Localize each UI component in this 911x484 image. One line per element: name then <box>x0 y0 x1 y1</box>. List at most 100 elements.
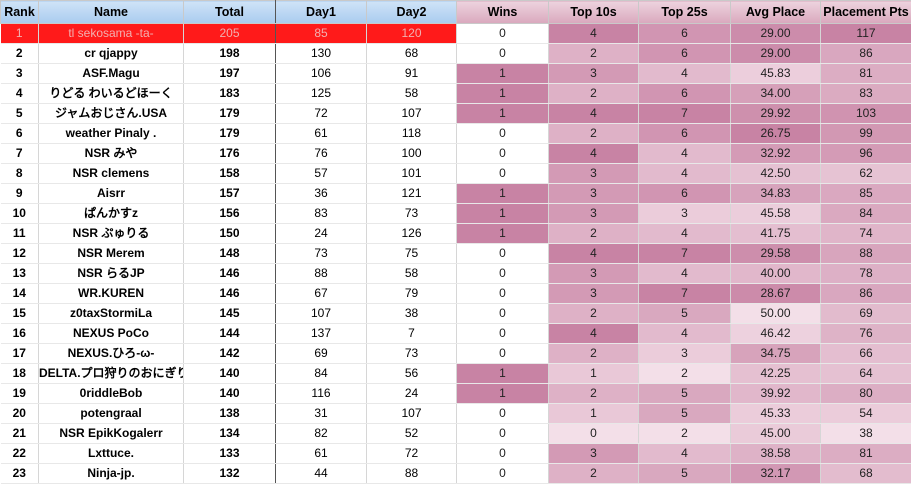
wins-cell: 1 <box>457 84 549 104</box>
avg-place-cell: 45.83 <box>731 64 821 84</box>
placement-pts-cell: 54 <box>821 404 911 424</box>
day2-cell: 126 <box>367 224 457 244</box>
day1-cell: 57 <box>276 164 367 184</box>
top10s-cell: 4 <box>549 104 639 124</box>
avg-place-cell: 45.33 <box>731 404 821 424</box>
placement-pts-cell: 117 <box>821 24 911 44</box>
rank-cell: 2 <box>1 44 39 64</box>
player-name-cell: ASF.Magu <box>39 64 184 84</box>
wins-cell: 0 <box>457 244 549 264</box>
placement-pts-cell: 84 <box>821 204 911 224</box>
day2-cell: 121 <box>367 184 457 204</box>
rank-cell: 16 <box>1 324 39 344</box>
placement-pts-cell: 74 <box>821 224 911 244</box>
col-header-top10s[interactable]: Top 10s <box>549 1 639 24</box>
total-cell: 140 <box>184 364 276 384</box>
player-name-cell: WR.KUREN <box>39 284 184 304</box>
wins-cell: 1 <box>457 184 549 204</box>
player-name-cell: Lxttuce. <box>39 444 184 464</box>
rank-cell: 14 <box>1 284 39 304</box>
col-header-total[interactable]: Total <box>184 1 276 24</box>
top25s-cell: 3 <box>639 344 731 364</box>
col-header-wins[interactable]: Wins <box>457 1 549 24</box>
total-cell: 142 <box>184 344 276 364</box>
total-cell: 156 <box>184 204 276 224</box>
col-header-day1[interactable]: Day1 <box>276 1 367 24</box>
day2-cell: 72 <box>367 444 457 464</box>
top10s-cell: 2 <box>549 44 639 64</box>
top10s-cell: 3 <box>549 284 639 304</box>
rank-cell: 1 <box>1 24 39 44</box>
top10s-cell: 2 <box>549 344 639 364</box>
top25s-cell: 4 <box>639 324 731 344</box>
day1-cell: 84 <box>276 364 367 384</box>
player-name-cell: ぱんかすz <box>39 204 184 224</box>
col-header-name[interactable]: Name <box>39 1 184 24</box>
avg-place-cell: 41.75 <box>731 224 821 244</box>
player-name-cell: りどる わいるどほーく <box>39 84 184 104</box>
player-name-cell: potengraal <box>39 404 184 424</box>
avg-place-cell: 28.67 <box>731 284 821 304</box>
player-name-cell: 0riddleBob <box>39 384 184 404</box>
player-name-cell: z0taxStormiLa <box>39 304 184 324</box>
wins-cell: 0 <box>457 464 549 484</box>
wins-cell: 0 <box>457 304 549 324</box>
avg-place-cell: 29.00 <box>731 24 821 44</box>
col-header-day2[interactable]: Day2 <box>367 1 457 24</box>
total-cell: 150 <box>184 224 276 244</box>
col-header-placement-pts[interactable]: Placement Pts <box>821 1 911 24</box>
rank-cell: 19 <box>1 384 39 404</box>
top25s-cell: 6 <box>639 184 731 204</box>
avg-place-cell: 42.25 <box>731 364 821 384</box>
day2-cell: 52 <box>367 424 457 444</box>
rank-cell: 12 <box>1 244 39 264</box>
top10s-cell: 2 <box>549 124 639 144</box>
total-cell: 138 <box>184 404 276 424</box>
rank-cell: 13 <box>1 264 39 284</box>
avg-place-cell: 32.17 <box>731 464 821 484</box>
col-header-rank[interactable]: Rank <box>1 1 39 24</box>
wins-cell: 1 <box>457 224 549 244</box>
top25s-cell: 5 <box>639 464 731 484</box>
placement-pts-cell: 80 <box>821 384 911 404</box>
top10s-cell: 4 <box>549 244 639 264</box>
top25s-cell: 4 <box>639 64 731 84</box>
col-header-top25s[interactable]: Top 25s <box>639 1 731 24</box>
day1-cell: 88 <box>276 264 367 284</box>
day1-cell: 106 <box>276 64 367 84</box>
day1-cell: 72 <box>276 104 367 124</box>
placement-pts-cell: 38 <box>821 424 911 444</box>
col-header-avg-place[interactable]: Avg Place <box>731 1 821 24</box>
day2-cell: 56 <box>367 364 457 384</box>
placement-pts-cell: 76 <box>821 324 911 344</box>
top25s-cell: 7 <box>639 104 731 124</box>
placement-pts-cell: 85 <box>821 184 911 204</box>
day1-cell: 61 <box>276 124 367 144</box>
avg-place-cell: 38.58 <box>731 444 821 464</box>
total-cell: 179 <box>184 124 276 144</box>
wins-cell: 0 <box>457 344 549 364</box>
